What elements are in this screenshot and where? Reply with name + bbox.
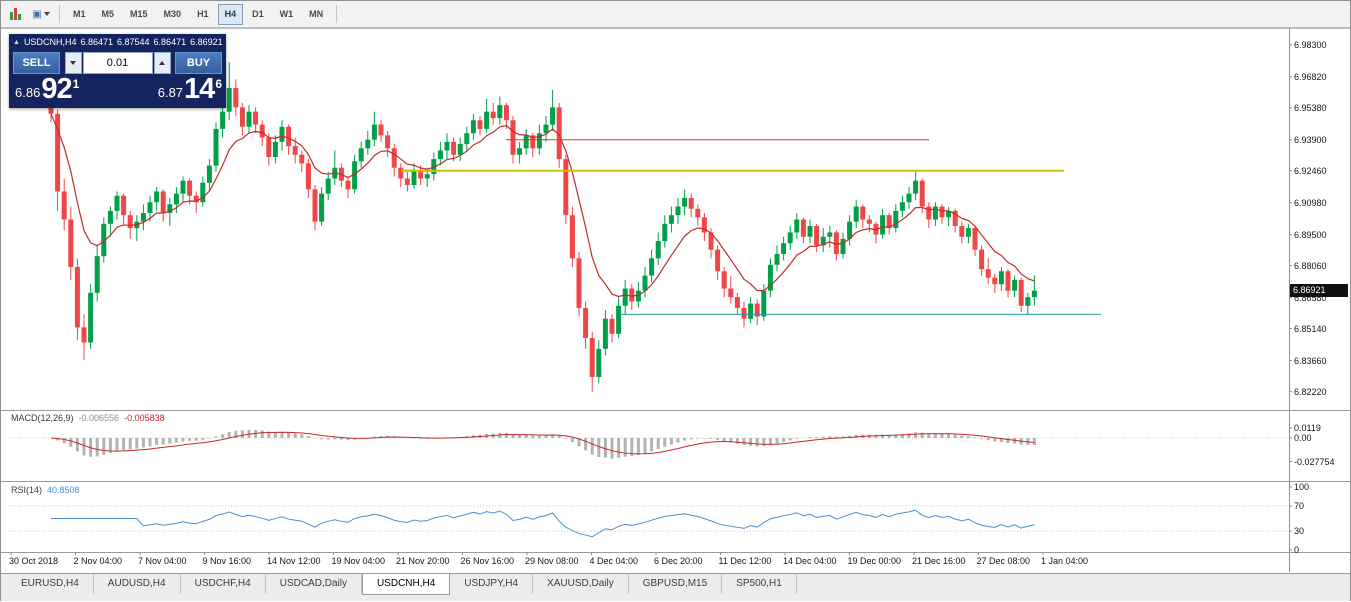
time-axis-label: 1 Jan 04:00 [1041,556,1089,566]
chart-tab-eurusd-h4[interactable]: EURUSD,H4 [7,574,94,594]
time-axis-label: 19 Dec 00:00 [847,556,902,566]
timeframe-button-m5[interactable]: M5 [101,9,115,19]
ohlc-open: 6.86471 [80,37,113,47]
time-axis-label: 14 Nov 12:00 [267,556,321,566]
price-axis-label: 6.83660 [1294,355,1327,366]
volume-increase-button[interactable] [153,52,171,74]
price-axis-label: 6.93900 [1294,134,1327,145]
macd-panel[interactable] [1,411,1288,481]
chart-tab-audusd-h4[interactable]: AUDUSD,H4 [93,574,181,594]
time-axis-label: 29 Nov 08:00 [525,556,579,566]
current-price-badge: 6.86921 [1290,284,1348,297]
chart-tab-xauusd-daily[interactable]: XAUUSD,Daily [533,574,629,594]
price-axis-label: 6.90980 [1294,197,1327,208]
timeframe-button-h1[interactable]: H1 [197,9,209,19]
chart-tab-gbpusd-m15[interactable]: GBPUSD,M15 [628,574,723,594]
price-axis-label: 6.92460 [1294,165,1327,176]
timeframe-button-h4[interactable]: H4 [217,3,244,25]
ohlc-low: 6.86471 [153,37,187,47]
chevron-up-icon [159,61,165,65]
rsi-label: RSI(14) 40.8508 [11,485,80,495]
ohlc-high: 6.87544 [117,37,150,47]
buy-button[interactable]: BUY [175,52,222,74]
price-axis-label: 6.88060 [1294,260,1327,271]
rsi-panel[interactable] [1,482,1288,552]
price-axis-label: 6.85140 [1294,323,1327,334]
price-axis-label: 6.86580 [1294,292,1327,303]
toolbar-separator [59,5,60,23]
ohlc-close: 6.86921 [190,37,223,47]
chart-tab-usdchf-h4[interactable]: USDCHF,H4 [180,574,266,594]
chart-window-icon[interactable] [4,3,28,25]
time-axis-label: 21 Dec 16:00 [912,556,966,566]
toolbar: ▣ M1 M5 M15 M30 H1 H4 D1 W1 MN [1,1,1350,28]
macd-axis-label: -0.027754 [1294,456,1335,467]
chevron-down-icon [70,61,76,65]
time-axis-label: 14 Dec 04:00 [783,556,837,566]
timeframe-button-mn[interactable]: MN [309,9,324,19]
price-axis-label: 6.96820 [1294,71,1327,82]
volume-input[interactable] [82,52,153,74]
time-axis-label: 26 Nov 16:00 [460,556,515,566]
timeframe-button-m30[interactable]: M30 [163,9,182,19]
timeframe-button-d1[interactable]: D1 [252,9,264,19]
time-axis-label: 9 Nov 16:00 [202,556,252,566]
macd-label: MACD(12,26,9) -0.006556 -0.005838 [11,413,165,423]
price-axis-label: 6.95380 [1294,102,1327,113]
chart-tab-sp500-h1[interactable]: SP500,H1 [722,574,797,594]
chart-tab-usdjpy-h4[interactable]: USDJPY,H4 [450,574,534,594]
trade-prices-row: 6.86 92 1 6.87 14 6 [9,75,226,108]
time-axis-label: 30 Oct 2018 [9,556,59,566]
time-axis-label: 19 Nov 04:00 [331,556,386,566]
candlestick-mini-icon [10,8,22,20]
chart-tab-bar: EURUSD,H4 AUDUSD,H4 USDCHF,H4 USDCAD,Daily U… [1,573,1350,601]
time-axis-label: 27 Dec 08:00 [976,556,1031,566]
one-click-trading-panel: ▲ USDCNH,H4 6.86471 6.87544 6.86471 6.86… [9,34,226,108]
rsi-axis-label: 100 [1294,482,1310,492]
time-axis-label: 11 Dec 12:00 [718,556,772,566]
template-dropdown-icon[interactable]: ▣ [29,3,53,25]
collapse-panel-icon[interactable]: ▲ [13,38,20,46]
macd-axis-label: 0.0119 [1294,422,1321,433]
time-axis-label: 2 Nov 04:00 [73,556,123,566]
macd-axis-label: 0.00 [1294,433,1312,443]
timeframe-button-w1[interactable]: W1 [279,9,294,19]
toolbar-separator [336,5,338,23]
buy-price[interactable]: 6.87 14 6 [157,73,222,105]
chart-ohlc-header: ▲ USDCNH,H4 6.86471 6.87544 6.86471 6.86… [9,34,226,49]
time-axis-label: 7 Nov 04:00 [138,556,187,566]
rsi-axis-label: 0 [1294,545,1300,555]
trade-controls-row: SELL BUY [9,49,226,75]
chevron-down-icon [43,12,50,16]
time-axis-label: 6 Dec 20:00 [654,556,703,566]
volume-decrease-button[interactable] [64,52,82,74]
timeframe-button-group: M1 M5 M15 M30 H1 H4 D1 W1 MN [65,3,331,25]
sell-button[interactable]: SELL [13,52,60,74]
chart-tab-usdcad-daily[interactable]: USDCAD,Daily [265,574,362,594]
chart-tab-usdcnh-h4[interactable]: USDCNH,H4 [361,574,451,595]
rsi-axis-label: 30 [1294,526,1305,537]
rsi-axis-label: 70 [1294,500,1305,511]
time-axis-label: 21 Nov 20:00 [396,556,450,566]
chart-symbol-label: USDCNH,H4 [23,37,77,47]
sell-price[interactable]: 6.86 92 1 [15,73,80,105]
price-axis-label: 6.89500 [1294,229,1327,240]
timeframe-button-m1[interactable]: M1 [73,9,86,19]
price-axis-label: 6.82220 [1294,386,1327,397]
price-axis-label: 6.98300 [1294,39,1327,50]
time-axis-label: 4 Dec 04:00 [589,556,639,566]
timeframe-button-m15[interactable]: M15 [130,9,148,19]
